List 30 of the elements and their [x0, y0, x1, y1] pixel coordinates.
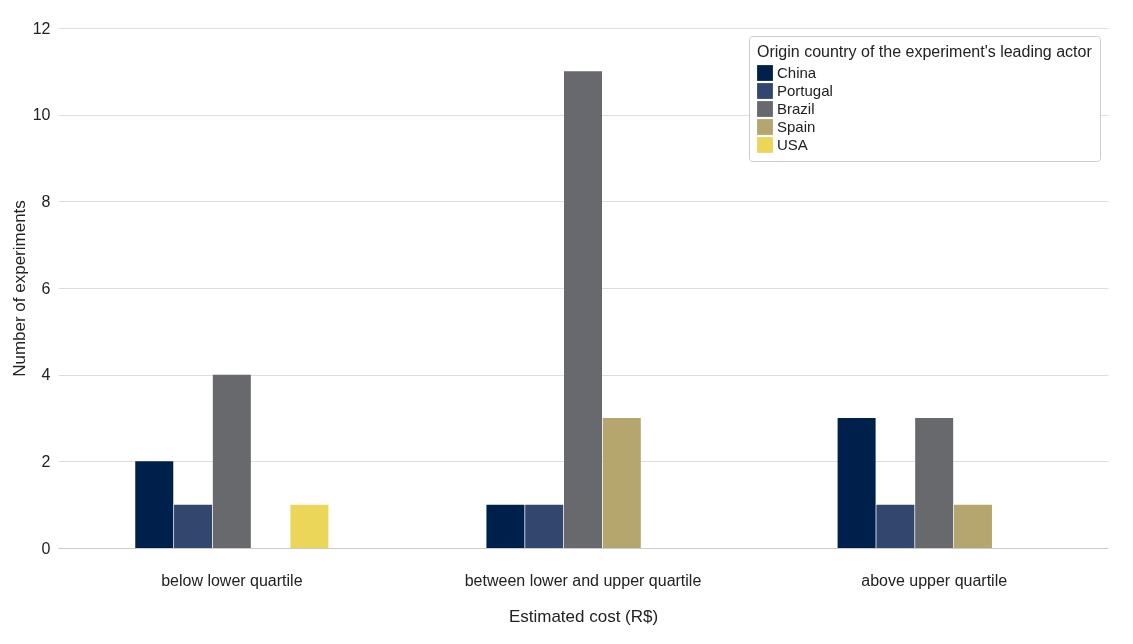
- y-tick-label: 10: [32, 106, 51, 124]
- legend-label: Spain: [777, 118, 816, 135]
- legend-label: USA: [777, 136, 808, 153]
- bar: [837, 418, 876, 548]
- y-tick-label: 0: [41, 539, 51, 557]
- bar: [953, 504, 992, 548]
- bar: [212, 374, 251, 548]
- bar: [602, 418, 641, 548]
- y-tick-label: 6: [41, 279, 51, 297]
- x-tick-label: above upper quartile: [861, 571, 1008, 589]
- x-tick-label: below lower quartile: [161, 571, 303, 589]
- y-axis-title: Number of experiments: [9, 200, 29, 377]
- bar: [174, 504, 213, 548]
- bar: [564, 71, 602, 548]
- bar: [290, 504, 329, 548]
- legend-label: China: [777, 64, 817, 81]
- bar: [525, 504, 564, 548]
- legend-title: Origin country of the experiment's leading actor: [757, 43, 1093, 60]
- bar: [486, 504, 525, 548]
- bar: [915, 418, 954, 548]
- y-tick-label: 12: [32, 19, 51, 37]
- x-tick-label: between lower and upper quartile: [464, 571, 702, 589]
- bar: [135, 461, 174, 548]
- bar: [876, 504, 915, 548]
- x-axis-title: Estimated cost (R$): [508, 606, 659, 626]
- legend-label: Portugal: [777, 82, 833, 99]
- y-tick-label: 4: [41, 366, 51, 384]
- y-tick-label: 2: [41, 452, 51, 470]
- y-tick-label: 8: [41, 192, 51, 210]
- legend-label: Brazil: [777, 100, 815, 117]
